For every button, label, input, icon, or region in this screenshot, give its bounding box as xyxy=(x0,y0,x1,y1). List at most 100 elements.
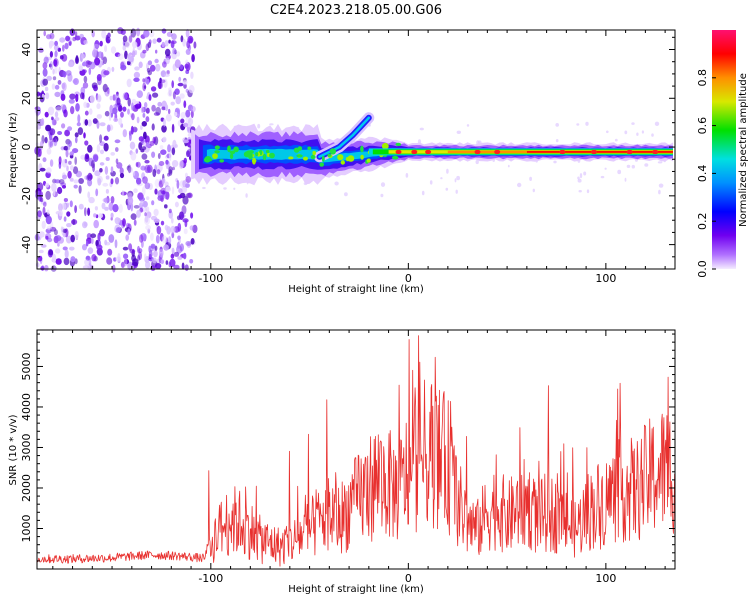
noise-speck xyxy=(57,131,63,135)
noise-speck xyxy=(174,59,181,69)
faint-speck xyxy=(223,187,227,190)
noise-speck xyxy=(120,261,125,268)
noise-speck xyxy=(104,45,108,52)
noise-speck xyxy=(122,106,127,112)
faint-speck xyxy=(583,171,587,176)
noise-speck xyxy=(150,86,157,92)
noise-speck xyxy=(55,235,62,242)
noise-speck xyxy=(70,256,76,263)
noise-speck xyxy=(42,206,46,216)
snr-y-tick-label: 2000 xyxy=(20,474,33,502)
noise-speck xyxy=(143,29,150,38)
noise-speck xyxy=(87,247,94,255)
noise-speck xyxy=(127,196,134,206)
noise-speck xyxy=(175,96,181,105)
noise-speck xyxy=(101,29,107,39)
noise-speck xyxy=(167,87,173,94)
band-blob xyxy=(312,150,317,156)
faint-speck xyxy=(475,159,479,165)
noise-speck xyxy=(49,159,54,167)
noise-speck xyxy=(37,182,44,192)
faint-speck xyxy=(577,176,580,180)
noise-speck xyxy=(165,57,170,65)
noise-speck xyxy=(105,189,109,194)
noise-speck xyxy=(63,145,69,151)
snr-y-tick-label: 1000 xyxy=(20,514,33,542)
noise-speck xyxy=(181,262,185,270)
noise-speck xyxy=(179,243,184,252)
faint-speck xyxy=(631,122,635,125)
spectrogram-x-tick-label: -100 xyxy=(198,272,223,285)
noise-speck xyxy=(93,43,100,49)
faint-speck xyxy=(553,160,557,164)
noise-speck xyxy=(114,139,121,144)
noise-speck xyxy=(82,82,89,89)
noise-speck xyxy=(110,166,114,173)
noise-speck xyxy=(74,35,81,41)
noise-speck xyxy=(63,198,68,202)
noise-speck xyxy=(123,253,129,259)
noise-speck xyxy=(45,92,50,100)
noise-speck xyxy=(122,129,128,138)
noise-speck xyxy=(49,141,53,148)
noise-speck xyxy=(92,49,97,58)
noise-speck xyxy=(143,131,147,140)
noise-speck xyxy=(137,255,141,261)
noise-speck xyxy=(73,179,79,184)
faint-speck xyxy=(600,175,605,179)
noise-speck xyxy=(128,35,133,43)
noise-speck xyxy=(129,248,136,254)
noise-speck xyxy=(145,206,150,213)
noise-speck xyxy=(60,104,67,111)
noise-speck xyxy=(171,147,176,156)
band-blob xyxy=(214,145,220,150)
line-hotspot xyxy=(626,149,633,155)
noise-speck xyxy=(102,83,108,93)
noise-speck xyxy=(164,40,169,47)
noise-speck xyxy=(113,117,119,122)
noise-speck xyxy=(114,217,121,225)
faint-speck xyxy=(606,130,609,134)
noise-speck xyxy=(171,217,174,224)
noise-speck xyxy=(149,64,156,72)
noise-speck xyxy=(73,184,78,189)
noise-speck xyxy=(176,179,180,189)
faint-speck xyxy=(577,178,582,183)
noise-speck xyxy=(152,136,156,144)
noise-speck xyxy=(153,218,160,224)
noise-speck xyxy=(52,68,55,75)
noise-speck xyxy=(75,93,79,103)
noise-speck xyxy=(94,206,98,211)
band-blob xyxy=(203,157,211,163)
noise-speck xyxy=(88,257,92,267)
noise-speck xyxy=(142,176,148,184)
noise-speck xyxy=(185,28,190,38)
noise-speck xyxy=(63,109,68,118)
noise-speck xyxy=(120,111,124,118)
noise-speck xyxy=(101,202,106,210)
noise-speck xyxy=(156,225,162,235)
noise-speck xyxy=(183,157,187,164)
noise-speck xyxy=(182,38,186,47)
faint-speck xyxy=(344,192,348,197)
noise-speck xyxy=(144,159,150,164)
noise-speck xyxy=(67,61,74,68)
noise-speck xyxy=(73,78,79,85)
noise-speck xyxy=(108,112,112,121)
noise-speck xyxy=(84,140,89,146)
snr-series-line xyxy=(36,335,675,567)
noise-speck xyxy=(114,52,121,57)
noise-speck xyxy=(49,128,56,136)
noise-speck xyxy=(45,182,50,188)
noise-speck xyxy=(48,40,55,47)
band-blob xyxy=(310,154,316,160)
noise-speck xyxy=(160,220,165,226)
noise-speck xyxy=(167,144,171,153)
colorbar-tick-label: 0.0 xyxy=(696,260,709,278)
noise-speck xyxy=(99,162,105,166)
snr-x-axis-label: Height of straight line (km) xyxy=(288,584,424,595)
noise-speck xyxy=(154,58,159,64)
noise-speck xyxy=(143,85,147,89)
noise-speck xyxy=(98,51,103,59)
